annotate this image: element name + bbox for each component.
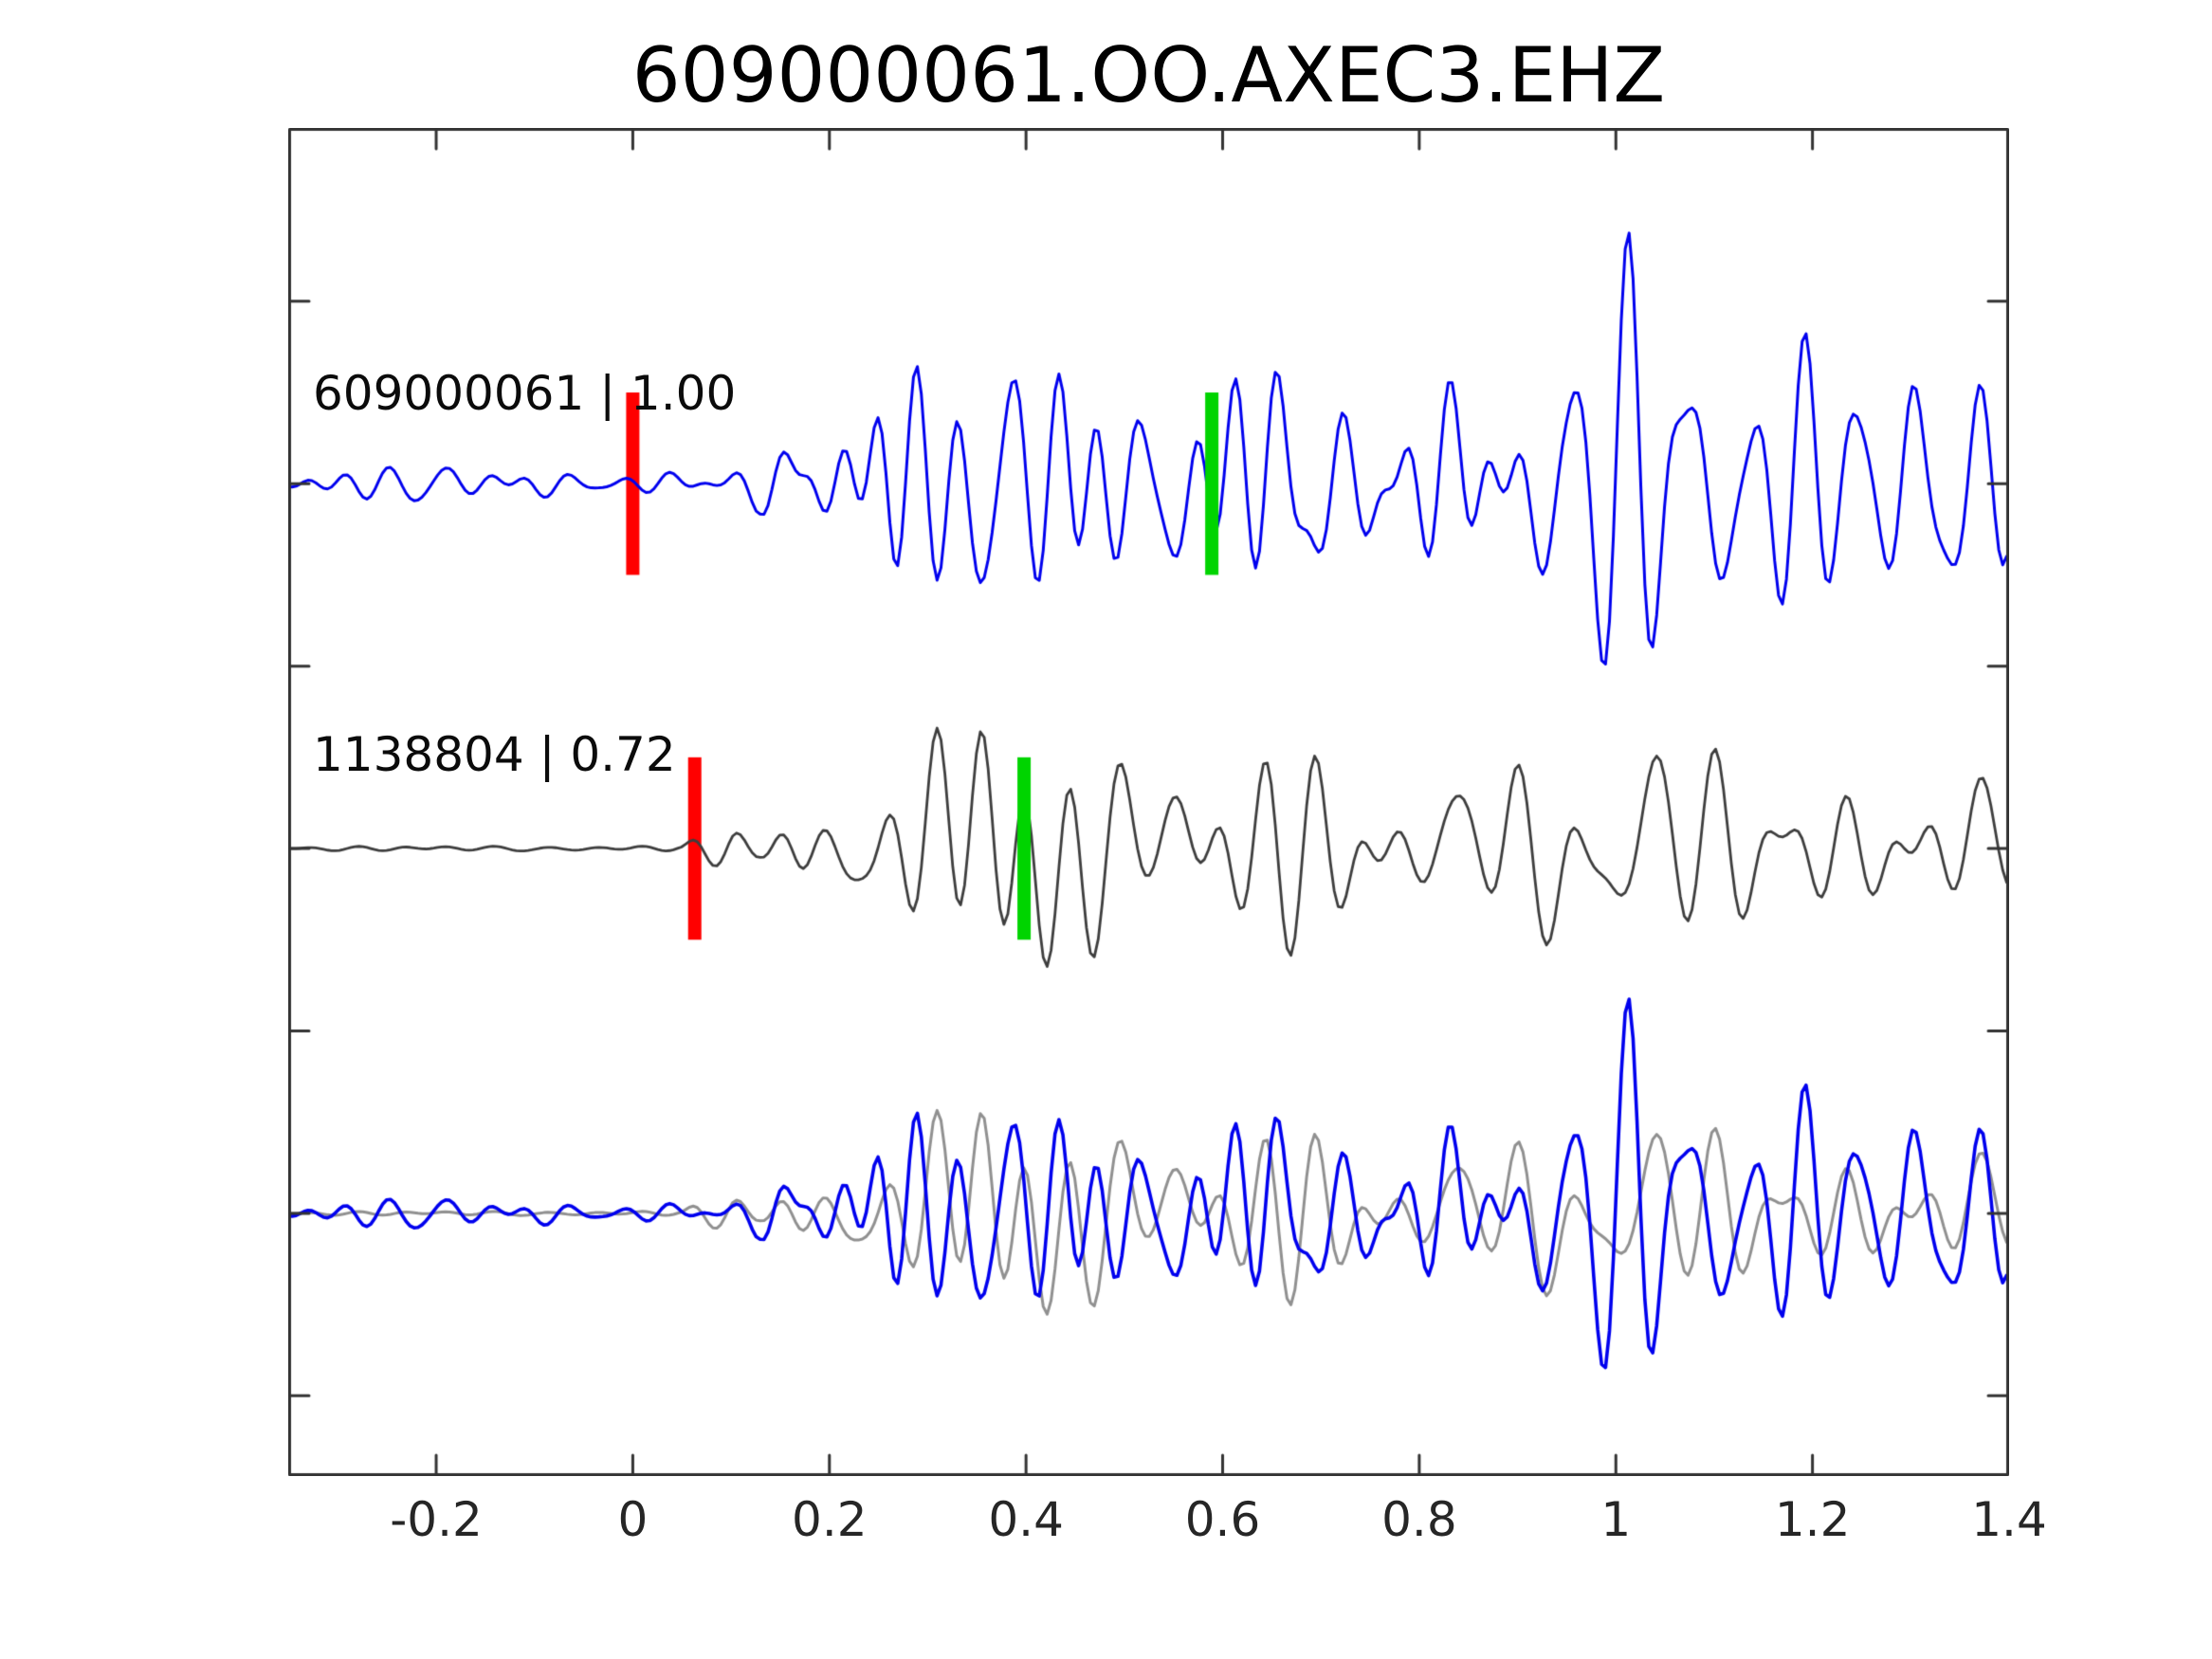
plot-title: 609000061.OO.AXEC3.EHZ	[631, 31, 1666, 119]
x-tick-label: 0.8	[1381, 1492, 1457, 1547]
x-tick-label: 1.4	[1971, 1492, 2047, 1547]
x-tick-label: 0	[617, 1492, 649, 1547]
x-tick-label: 0.6	[1184, 1492, 1261, 1547]
waveform-plot-canvas	[288, 128, 2009, 1476]
trace-label-template: 609000061 | 1.00	[313, 366, 737, 421]
x-tick-label: 0.2	[792, 1492, 868, 1547]
x-tick-label: 0.4	[988, 1492, 1064, 1547]
trace-label-detection: 1138804 | 0.72	[313, 727, 676, 782]
x-tick-label: 1	[1600, 1492, 1632, 1547]
x-tick-label: -0.2	[390, 1492, 483, 1547]
x-tick-label: 1.2	[1774, 1492, 1851, 1547]
